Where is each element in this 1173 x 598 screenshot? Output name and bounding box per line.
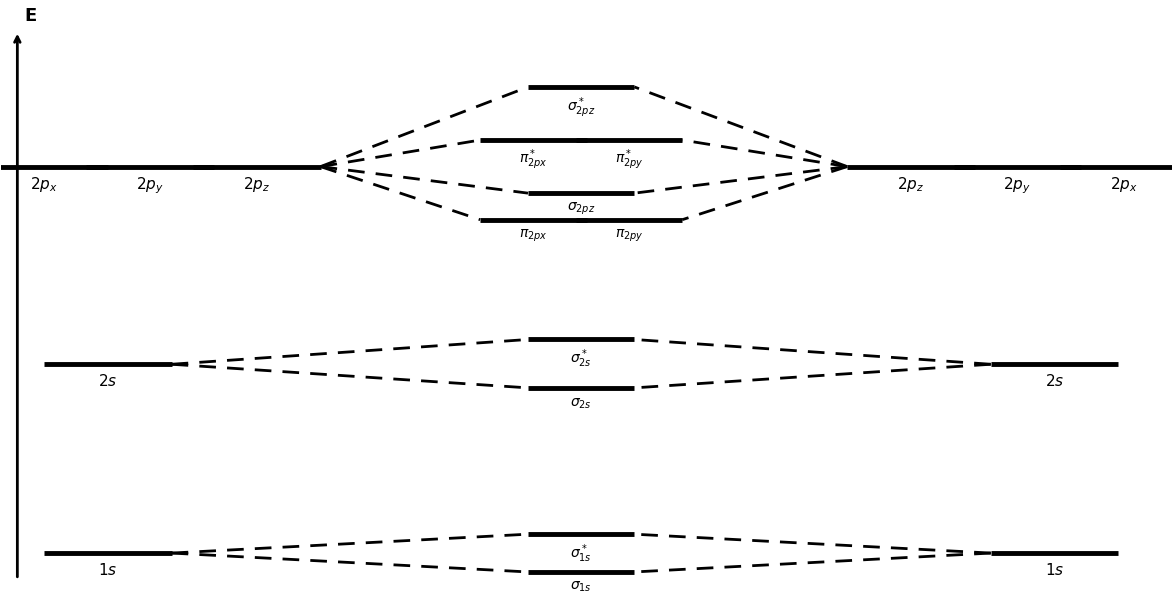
Text: $\sigma_{1s}$: $\sigma_{1s}$	[570, 579, 592, 594]
Text: $2p_x$: $2p_x$	[30, 175, 57, 194]
Text: $2p_z$: $2p_z$	[243, 175, 270, 194]
Text: $1s$: $1s$	[99, 562, 117, 578]
Text: $2p_y$: $2p_y$	[136, 175, 164, 196]
Text: $\sigma^*_{1s}$: $\sigma^*_{1s}$	[570, 542, 592, 565]
Text: $\sigma^*_{2pz}$: $\sigma^*_{2pz}$	[567, 95, 596, 120]
Text: $1s$: $1s$	[1045, 562, 1064, 578]
Text: $\pi^*_{2py}$: $\pi^*_{2py}$	[615, 148, 643, 172]
Text: $\sigma_{2s}$: $\sigma_{2s}$	[570, 396, 592, 410]
Text: $\pi_{2px}$: $\pi_{2px}$	[518, 227, 548, 243]
Text: $2s$: $2s$	[99, 373, 117, 389]
Text: $\pi_{2py}$: $\pi_{2py}$	[615, 227, 643, 243]
Text: $\sigma^*_{2s}$: $\sigma^*_{2s}$	[570, 348, 592, 370]
Text: $\pi^*_{2px}$: $\pi^*_{2px}$	[518, 148, 548, 172]
Text: $2p_x$: $2p_x$	[1110, 175, 1138, 194]
Text: E: E	[25, 7, 38, 25]
Text: $2p_y$: $2p_y$	[1003, 175, 1031, 196]
Text: $2p_z$: $2p_z$	[897, 175, 924, 194]
Text: $\sigma_{2pz}$: $\sigma_{2pz}$	[567, 201, 596, 217]
Text: $2s$: $2s$	[1045, 373, 1064, 389]
